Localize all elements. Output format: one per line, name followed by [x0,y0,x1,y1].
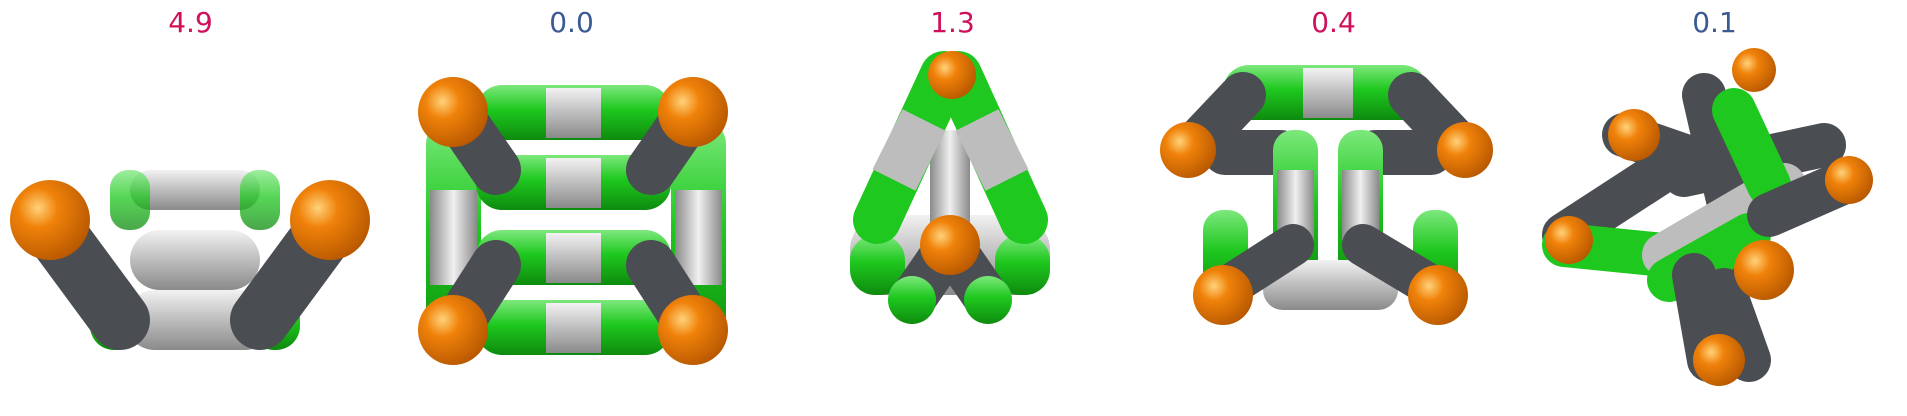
energy-label-1: 4.9 [168,6,213,39]
energy-label-4: 0.4 [1311,6,1356,39]
energy-label-3: 1.3 [930,6,975,39]
panel-4: 0.4 [1143,0,1524,416]
energy-label-2: 0.0 [549,6,594,39]
molecule-2 [418,77,728,365]
panel-5: 0.1 [1524,0,1905,416]
molecule-1 [10,170,370,350]
molecule-4 [1160,65,1493,325]
molecule-5 [1542,48,1873,386]
molecule-3 [850,51,1050,324]
energy-label-5: 0.1 [1692,6,1737,39]
panel-1: 4.9 [0,0,381,416]
panel-2: 0.0 [381,0,762,416]
panel-3: 1.3 [762,0,1143,416]
